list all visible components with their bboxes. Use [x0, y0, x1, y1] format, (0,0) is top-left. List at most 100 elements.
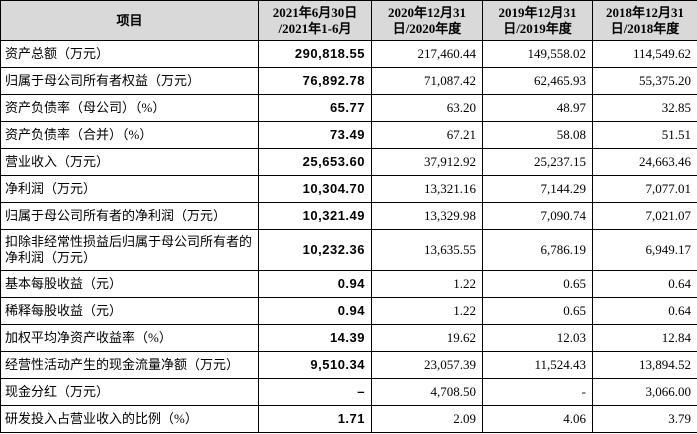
value-cell: 14.39: [258, 324, 372, 352]
header-line: 项目: [116, 12, 143, 28]
value-cell: 6,949.17: [592, 229, 697, 271]
row-label: 净利润（万元）: [0, 175, 259, 203]
row-label: 资产总额（万元）: [0, 40, 259, 68]
row-label: 归属于母公司所有者的净利润（万元）: [0, 202, 259, 230]
row-label: 资产负债率（母公司）（%）: [0, 94, 259, 122]
value-cell: 65.77: [258, 94, 372, 122]
value-cell: 12.84: [592, 324, 697, 352]
value-cell: 4.06: [482, 405, 593, 433]
value-cell: 48.97: [482, 94, 593, 122]
row-label: 加权平均净资产收益率（%）: [0, 324, 259, 352]
header-cell: 项目: [0, 0, 259, 41]
value-cell: 62,465.93: [482, 67, 593, 95]
value-cell: 76,892.78: [258, 67, 372, 95]
value-cell: 3.79: [592, 405, 697, 433]
header-cell: 2019年12月31 日/2019年度: [482, 0, 593, 41]
table-row: 归属于母公司所有者权益（万元） 76,892.78 71,087.42 62,465.…: [0, 67, 697, 95]
value-cell: 7,021.07: [592, 202, 697, 230]
row-label: 经营性活动产生的现金流量净额（万元）: [0, 351, 259, 379]
value-cell: 1.71: [258, 405, 372, 433]
value-cell: 37,912.92: [371, 148, 483, 176]
value-cell: 55,375.20: [592, 67, 697, 95]
table-row: 资产负债率（合并）（%） 73.49 67.21 58.08 51.51: [0, 121, 697, 149]
row-label: 现金分红（万元）: [0, 378, 259, 406]
table-row: 净利润（万元） 10,304.70 13,321.16 7,144.29 7,077.0…: [0, 175, 697, 203]
header-line: 2020年12月31: [387, 4, 466, 20]
row-label: 基本每股收益（元）: [0, 270, 259, 298]
row-label: 营业收入（万元）: [0, 148, 259, 176]
header-line: 2018年12月31: [605, 4, 684, 20]
value-cell: 217,460.44: [371, 40, 483, 68]
table-row: 经营性活动产生的现金流量净额（万元） 9,510.34 23,057.39 11,52…: [0, 351, 697, 379]
value-cell: 7,077.01: [592, 175, 697, 203]
header-cell: 2020年12月31 日/2020年度: [371, 0, 483, 41]
value-cell: 24,663.46: [592, 148, 697, 176]
header-line: 日/2019年度: [503, 20, 572, 36]
value-cell: 7,144.29: [482, 175, 593, 203]
value-cell: 114,549.62: [592, 40, 697, 68]
table-row: 研发投入占营业收入的比例（%） 1.71 2.09 4.06 3.79: [0, 405, 697, 433]
value-cell: 13,635.55: [371, 229, 483, 271]
row-label: 研发投入占营业收入的比例（%）: [0, 405, 259, 433]
header-cell: 2021年6月30日/2021年1-6月: [258, 0, 372, 41]
header-line: 日/2018年度: [610, 20, 680, 36]
value-cell: 4,708.50: [371, 378, 483, 406]
table-row: 扣除非经常性损益后归属于母公司所有者的净利润（万元） 10,232.36 13,63…: [0, 229, 697, 271]
value-cell: 12.03: [482, 324, 593, 352]
value-cell: 25,237.15: [482, 148, 593, 176]
value-cell: 32.85: [592, 94, 697, 122]
value-cell: 13,894.52: [592, 351, 697, 379]
header-line: /2021年1-6月: [278, 20, 352, 36]
value-cell: -: [482, 378, 593, 406]
value-cell: 0.65: [482, 270, 593, 298]
value-cell: 13,329.98: [371, 202, 483, 230]
value-cell: 1.22: [371, 297, 483, 325]
value-cell: 0.94: [258, 270, 372, 298]
value-cell: 13,321.16: [371, 175, 483, 203]
value-cell: 0.94: [258, 297, 372, 325]
value-cell: 149,558.02: [482, 40, 593, 68]
value-cell: 7,090.74: [482, 202, 593, 230]
value-cell: 25,653.60: [258, 148, 372, 176]
table-row: 归属于母公司所有者的净利润（万元） 10,321.49 13,329.98 7,090…: [0, 202, 697, 230]
value-cell: 23,057.39: [371, 351, 483, 379]
value-cell: 11,524.43: [482, 351, 593, 379]
header-cell: 2018年12月31 日/2018年度: [592, 0, 697, 41]
value-cell: 1.22: [371, 270, 483, 298]
table-row: 营业收入（万元） 25,653.60 37,912.92 25,237.15 24,66…: [0, 148, 697, 176]
table-row: 现金分红（万元） –4,708.50-3,066.00: [0, 378, 697, 406]
table-body: 资产总额（万元） 290,818.55 217,460.44 149,558.02 11…: [0, 40, 697, 433]
table-row: 稀释每股收益（元） 0.94 1.22 0.65 0.64: [0, 297, 697, 325]
value-cell: 71,087.42: [371, 67, 483, 95]
value-cell: 58.08: [482, 121, 593, 149]
value-cell: 10,321.49: [258, 202, 372, 230]
header-line: 日/2020年度: [392, 20, 462, 36]
row-label: 资产负债率（合并）（%）: [0, 121, 259, 149]
value-cell: 2.09: [371, 405, 483, 433]
value-cell: 10,304.70: [258, 175, 372, 203]
table-row: 资产负债率（母公司）（%） 65.77 63.20 48.97 32.85: [0, 94, 697, 122]
header-line: 2019年12月31: [498, 4, 577, 20]
value-cell: 19.62: [371, 324, 483, 352]
value-cell: 0.64: [592, 297, 697, 325]
row-label: 归属于母公司所有者权益（万元）: [0, 67, 259, 95]
value-cell: –: [258, 378, 372, 406]
value-cell: 6,786.19: [482, 229, 593, 271]
value-cell: 3,066.00: [592, 378, 697, 406]
value-cell: 51.51: [592, 121, 697, 149]
header-line: 2021年6月30日: [272, 4, 358, 20]
header-row: 项目 2021年6月30日/2021年1-6月 2020年12月31 日/2020年度…: [0, 0, 697, 41]
value-cell: 9,510.34: [258, 351, 372, 379]
value-cell: 10,232.36: [258, 229, 372, 271]
value-cell: 73.49: [258, 121, 372, 149]
value-cell: 63.20: [371, 94, 483, 122]
table-row: 资产总额（万元） 290,818.55 217,460.44 149,558.02 11…: [0, 40, 697, 68]
row-label: 稀释每股收益（元）: [0, 297, 259, 325]
value-cell: 0.65: [482, 297, 593, 325]
value-cell: 67.21: [371, 121, 483, 149]
table-row: 基本每股收益（元） 0.94 1.22 0.65 0.64: [0, 270, 697, 298]
value-cell: 290,818.55: [258, 40, 372, 68]
row-label: 扣除非经常性损益后归属于母公司所有者的净利润（万元）: [0, 229, 259, 271]
table-row: 加权平均净资产收益率（%） 14.39 19.62 12.03 12.84: [0, 324, 697, 352]
